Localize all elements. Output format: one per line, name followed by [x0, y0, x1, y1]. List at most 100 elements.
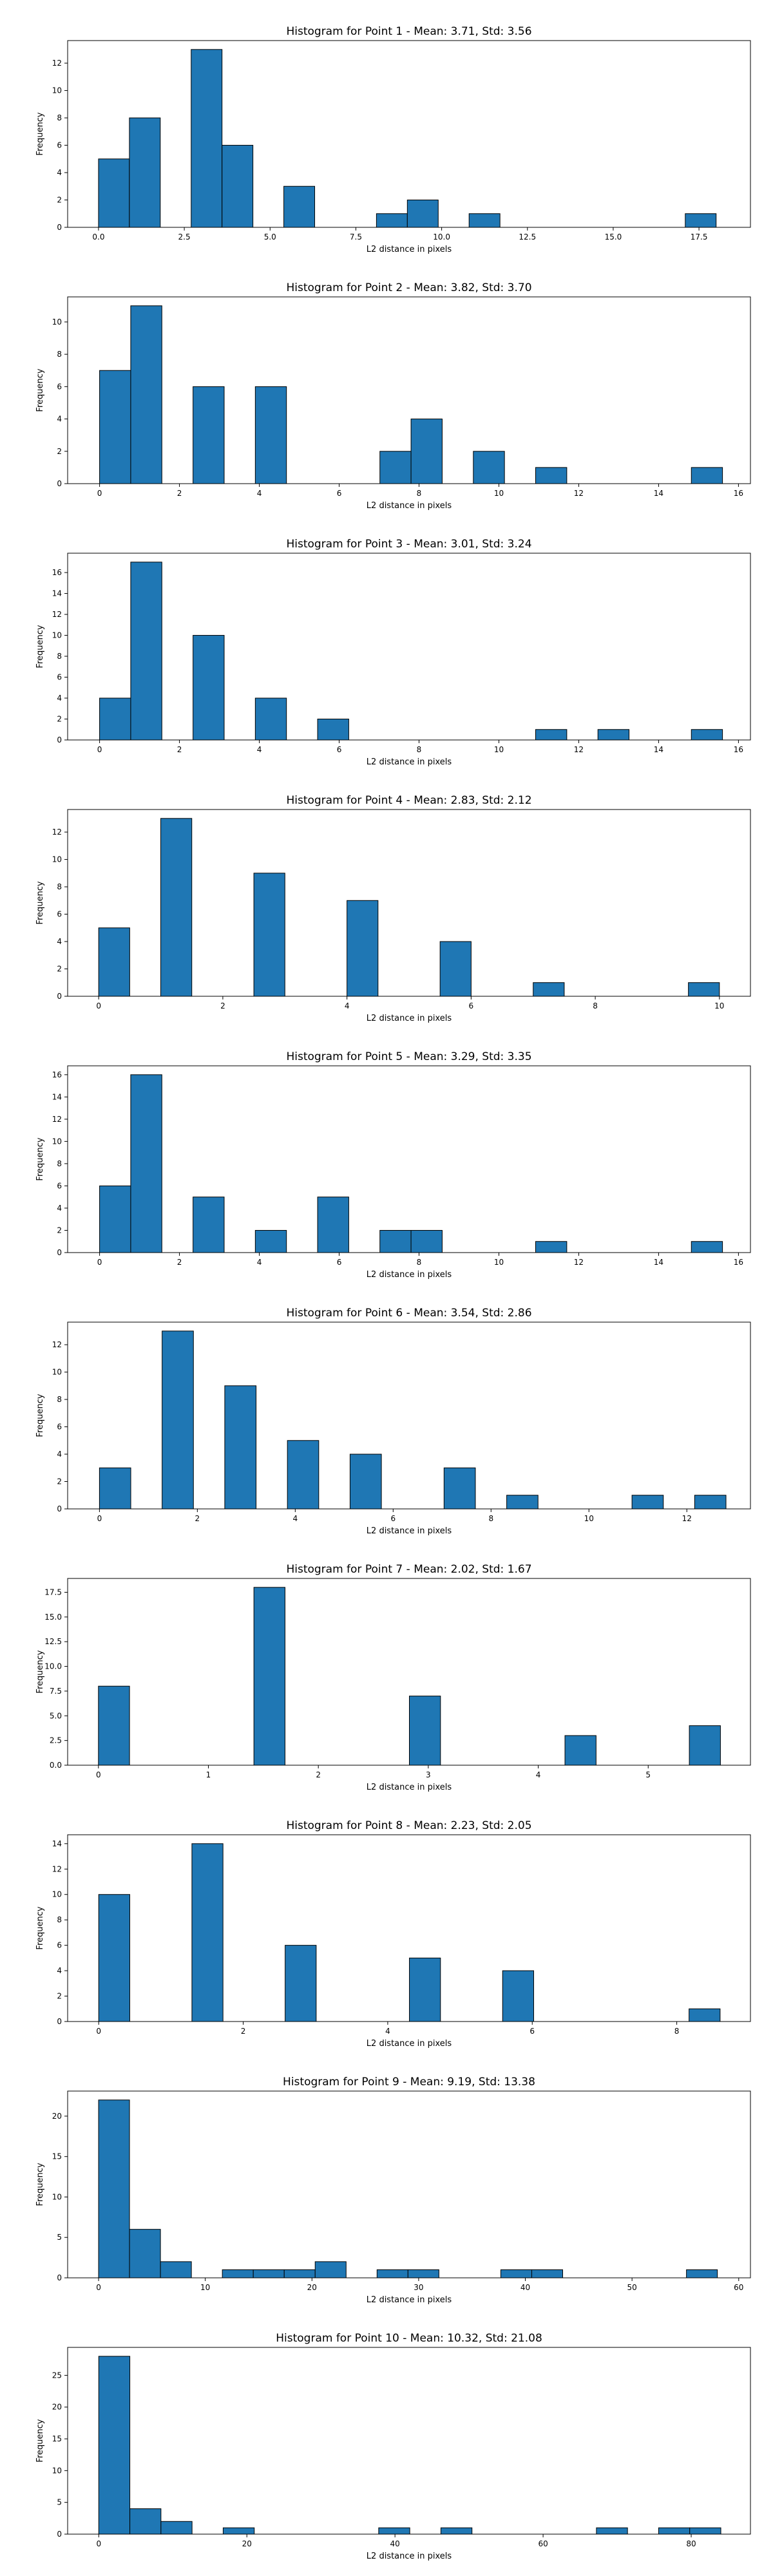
histogram-bar: [160, 818, 193, 997]
x-tick-label: 4: [536, 1770, 541, 1779]
histogram-panel-1: 0.0 2.5 5.0 7.5 10.0 12.5 15.0 17.5 0 2 4 6 8 10 12 His…: [35, 25, 751, 254]
histogram-bar: [410, 1229, 443, 1253]
y-tick-label: 0: [57, 992, 62, 1001]
histogram-panel-2: 0 2 4 6 8 10 12 14 16 0 2 4 6 8 10 Histogram for Point …: [35, 281, 751, 511]
histogram-bar: [98, 1894, 130, 2022]
histogram-bar: [409, 1696, 441, 1766]
y-tick-label: 4: [57, 937, 62, 946]
y-tick-label: 0: [57, 223, 62, 232]
histogram-bar: [98, 2356, 131, 2535]
x-tick-label: 40: [390, 2539, 400, 2548]
y-axis-label: Frequency: [35, 1137, 45, 1180]
histogram-bar: [376, 2269, 408, 2278]
x-tick-label: 20: [242, 2539, 252, 2548]
x-tick-label: 50: [627, 2283, 637, 2292]
y-tick-label: 4: [57, 415, 62, 424]
histogram-bar: [160, 2521, 193, 2535]
x-tick-label: 6: [530, 2027, 535, 2036]
y-tick-label: 8: [57, 652, 62, 661]
chart-title: Histogram for Point 3 - Mean: 3.01, Std:…: [286, 538, 531, 551]
plot-frame: [67, 1834, 751, 2022]
plot-frame: [67, 1065, 751, 1253]
y-axis-label: Frequency: [35, 1394, 45, 1437]
histogram-bar: [130, 1074, 162, 1253]
x-tick-label: 0: [96, 2283, 101, 2292]
x-tick-label: 30: [414, 2283, 423, 2292]
histogram-bar: [473, 451, 505, 484]
histogram-bar: [597, 729, 630, 741]
x-tick-label: 17.5: [691, 232, 708, 242]
histogram-bar: [162, 1331, 194, 1510]
histogram-bar: [439, 941, 472, 997]
y-tick-label: 15: [52, 2434, 62, 2443]
histogram-panel-8: 0 2 4 6 8 0 2 4 6 8 10 12 14 Histogram for Point 8 - …: [35, 1819, 751, 2049]
plot-frame: [67, 1321, 751, 1510]
histogram-bar: [253, 873, 285, 997]
histogram-bar: [193, 1197, 225, 1253]
histogram-panel-5: 0 2 4 6 8 10 12 14 16 0 2 4 6 8 10 12 14 16 Histogram for …: [35, 1050, 751, 1280]
x-tick-label: 2.5: [178, 232, 191, 242]
x-tick-label: 5: [645, 1770, 651, 1779]
histogram-bar: [694, 1495, 727, 1510]
histogram-panel-9: 0 10 20 30 40 50 60 0 5 10 15 20 Histogram for Point…: [35, 2076, 751, 2305]
histogram-bar: [686, 2269, 718, 2278]
histogram-bar: [191, 1843, 224, 2022]
histogram-bar: [596, 2527, 628, 2535]
x-tick-label: 16: [734, 489, 743, 498]
x-tick-label: 12: [574, 1258, 584, 1267]
histogram-bar: [535, 1241, 568, 1253]
chart-title: Histogram for Point 9 - Mean: 9.19, Std:…: [283, 2076, 535, 2088]
histogram-bar: [691, 467, 723, 484]
y-tick-label: 16: [52, 1070, 62, 1079]
y-tick-label: 2: [57, 196, 62, 205]
y-tick-label: 6: [57, 382, 62, 391]
x-tick-label: 2: [241, 2027, 246, 2036]
histogram-panel-6: 0 2 4 6 8 10 12 0 2 4 6 8 10 12 Histogram for Point 6 …: [35, 1307, 751, 1536]
x-axis-label: L2 distance in pixels: [367, 2552, 452, 2561]
histogram-bar: [531, 2269, 563, 2278]
x-tick-label: 14: [654, 489, 663, 498]
chart-title: Histogram for Point 5 - Mean: 3.29, Std:…: [286, 1050, 531, 1063]
x-tick-label: 10: [200, 2283, 210, 2292]
y-tick-label: 5: [57, 2233, 62, 2242]
plot-frame: [67, 1578, 751, 1766]
y-tick-label: 14: [52, 589, 62, 598]
plot-frame: [67, 296, 751, 484]
x-tick-label: 0: [97, 745, 102, 754]
y-tick-label: 10: [52, 2466, 62, 2475]
y-axis-label: Frequency: [35, 2163, 45, 2206]
histogram-bar: [535, 467, 568, 484]
x-tick-label: 10: [494, 489, 504, 498]
x-tick-label: 7.5: [350, 232, 362, 242]
histogram-bar: [502, 1970, 534, 2022]
x-tick-label: 2: [177, 745, 182, 754]
plot-frame: [67, 2347, 751, 2535]
histogram-bar: [287, 1440, 320, 1510]
histogram-bar: [130, 562, 162, 741]
x-tick-label: 12: [682, 1514, 692, 1523]
x-tick-label: 80: [686, 2539, 696, 2548]
y-tick-label: 10: [52, 317, 62, 327]
y-tick-label: 2: [57, 447, 62, 456]
x-axis-label: L2 distance in pixels: [367, 2295, 452, 2305]
histogram-panel-7: 0 1 2 3 4 5 0.0 2.5 5.0 7.5 10.0 12.5 15.0 17.5 Histog…: [35, 1563, 751, 1792]
chart-title: Histogram for Point 7 - Mean: 2.02, Std:…: [286, 1563, 531, 1576]
histogram-bar: [347, 900, 379, 997]
y-tick-label: 4: [57, 1966, 62, 1975]
histogram-bar: [500, 2269, 532, 2278]
histogram-panel-4: 0 2 4 6 8 10 0 2 4 6 8 10 12 Histogram for Point 4 - …: [35, 794, 751, 1023]
y-tick-label: 6: [57, 1941, 62, 1950]
histogram-bar: [98, 2099, 130, 2278]
histogram-bar: [407, 2269, 439, 2278]
y-tick-label: 20: [52, 2112, 62, 2121]
x-tick-label: 4: [257, 745, 262, 754]
y-tick-label: 2: [57, 965, 62, 974]
histogram-bar: [253, 2269, 285, 2278]
y-tick-label: 8: [57, 113, 62, 122]
y-tick-label: 10: [52, 1368, 62, 1377]
x-tick-label: 3: [426, 1770, 431, 1779]
histogram-bar: [691, 729, 723, 741]
histogram-bar: [130, 305, 162, 484]
x-tick-label: 16: [734, 745, 743, 754]
